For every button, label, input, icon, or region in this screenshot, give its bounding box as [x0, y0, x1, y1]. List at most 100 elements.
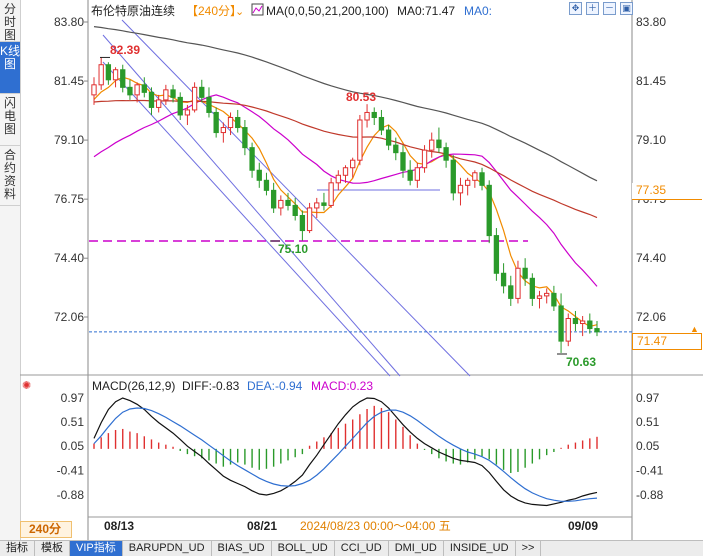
macd-diff: DIFF:-0.83 [182, 379, 240, 393]
candle-body [371, 111, 377, 118]
chevron-down-icon[interactable]: ⌄ [235, 6, 244, 18]
tab-kline[interactable]: K线图 [0, 42, 20, 94]
price-tick-right: 72.06 [636, 310, 666, 324]
channel-line-mid [102, 61, 391, 377]
price-tick-right: 81.45 [636, 74, 666, 88]
tab-templates[interactable]: 模板 [35, 541, 70, 556]
candle-body [500, 272, 507, 287]
candle-body [314, 202, 320, 209]
tab-dmi[interactable]: DMI_UD [389, 541, 444, 556]
channel-line-upper [102, 34, 401, 377]
candle-body [357, 119, 363, 161]
candle-body [385, 129, 392, 146]
tab-barupdn[interactable]: BARUPDN_UD [123, 541, 212, 556]
price-tick-left: 79.10 [54, 133, 84, 147]
candle-body [278, 199, 284, 209]
period-selector[interactable]: 240分 [20, 521, 72, 538]
candle-body [263, 179, 270, 191]
candle-body [112, 69, 119, 81]
price-tick-right: 74.40 [636, 251, 666, 265]
ma-price-tag: 77.35 [632, 183, 702, 200]
tab-indicators[interactable]: 指标 [0, 541, 35, 556]
current-price-tag: 71.47 [632, 333, 702, 350]
candle-body [493, 235, 500, 274]
candle-body [457, 184, 464, 194]
tab-boll[interactable]: BOLL_UD [272, 541, 335, 556]
candle-body [587, 320, 593, 330]
candle-body [436, 139, 442, 149]
tab-cci[interactable]: CCI_UD [335, 541, 389, 556]
fullscreen-icon[interactable]: ▣ [620, 2, 633, 15]
candle-body [220, 127, 226, 134]
candle-body [508, 285, 514, 299]
price-tick-right: 83.80 [636, 15, 666, 29]
candle-body [98, 64, 104, 86]
channel-line-outer [121, 19, 471, 377]
tab-contract-info[interactable]: 合约资料 [0, 146, 20, 206]
candle-body [572, 318, 579, 325]
annotation-low-mid: 75.10 [278, 242, 308, 256]
candle-body [328, 182, 334, 206]
ma-formula[interactable]: MA(0,0,50,21,200,100) [266, 4, 389, 18]
chart-canvas[interactable]: 布伦特原油连续 【240分】 ⌄ MA(0,0,50,21,200,100) M… [0, 0, 703, 540]
candle-body [421, 149, 428, 169]
trend-channel [89, 19, 632, 377]
candle-body [465, 179, 471, 186]
price-tick-left: 81.45 [54, 74, 84, 88]
tab-vip-indicators[interactable]: VIP指标 [70, 541, 123, 556]
expand-icon[interactable]: ✥ [569, 2, 582, 15]
candle-body [270, 189, 277, 209]
candle-body [120, 69, 126, 88]
candle-body [105, 64, 112, 81]
candle-body [522, 267, 528, 279]
cursor-time-info: 2024/08/23 00:00～04:00 五 [300, 519, 451, 533]
candle-body [199, 86, 205, 98]
candle-body [249, 147, 255, 171]
tab-tick-chart[interactable]: 闪电图 [0, 94, 20, 146]
arrow-up-icon: ▲ [690, 324, 699, 334]
candle-body [479, 172, 485, 186]
macd-tick-left: -0.41 [57, 463, 85, 477]
candle-body [177, 96, 183, 116]
period-tag[interactable]: 【240分】 [186, 4, 242, 18]
ma-line-longest [93, 26, 598, 182]
macd-diff-line [93, 397, 598, 507]
tab-inside[interactable]: INSIDE_UD [444, 541, 516, 556]
macd-tick-left: -0.88 [57, 488, 85, 502]
candle-body [227, 116, 234, 129]
macd-tick-right: -0.41 [636, 463, 664, 477]
chart-icon-line [252, 5, 263, 14]
candle-body [350, 159, 356, 169]
candle-body [191, 86, 198, 111]
zoom-in-icon[interactable]: ＋ [586, 2, 599, 15]
candlesticks [91, 57, 600, 353]
time-label-mid: 08/21 [247, 519, 277, 533]
ma-value: MA0:71.47 [397, 4, 455, 18]
time-label-end: 09/09 [568, 519, 598, 533]
candle-body [558, 305, 564, 342]
candle-body [551, 292, 557, 307]
price-tick-left: 83.80 [54, 15, 84, 29]
candle-body [141, 84, 147, 93]
zoom-out-icon[interactable]: － [603, 2, 616, 15]
candle-body [235, 116, 241, 129]
candle-body [536, 295, 543, 299]
macd-settings-icon[interactable]: ✺ [22, 380, 31, 392]
candle-body [299, 214, 306, 232]
tab-timeshare[interactable]: 分时图 [0, 0, 20, 42]
more-tabs-button[interactable]: >> [516, 541, 542, 556]
side-panel: 分时图 K线图 闪电图 合约资料 [0, 0, 21, 540]
macd-value: MACD:0.23 [311, 379, 373, 393]
candle-body [306, 207, 313, 232]
candle-body [472, 172, 478, 181]
candle-body [213, 111, 219, 134]
tab-bias[interactable]: BIAS_UD [212, 541, 272, 556]
price-tick-left: 76.75 [54, 192, 84, 206]
macd-tick-left: 0.51 [61, 415, 85, 429]
ma0-label: MA0: [464, 4, 492, 18]
macd-plot [93, 397, 598, 507]
price-tick-left: 74.40 [54, 251, 84, 265]
candle-body [134, 84, 140, 96]
candle-body [321, 202, 327, 206]
